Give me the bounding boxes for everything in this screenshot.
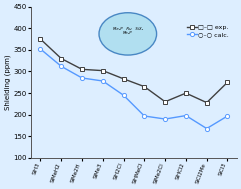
Y-axis label: Shielding (ppm): Shielding (ppm)	[4, 54, 11, 110]
Legend: □–□ exp., ○–○ calc.: □–□ exp., ○–○ calc.	[185, 22, 232, 40]
Text: Me₃P   Ru   SiX₃
Me₃P: Me₃P Ru SiX₃ Me₃P	[113, 27, 143, 35]
Ellipse shape	[99, 13, 157, 55]
